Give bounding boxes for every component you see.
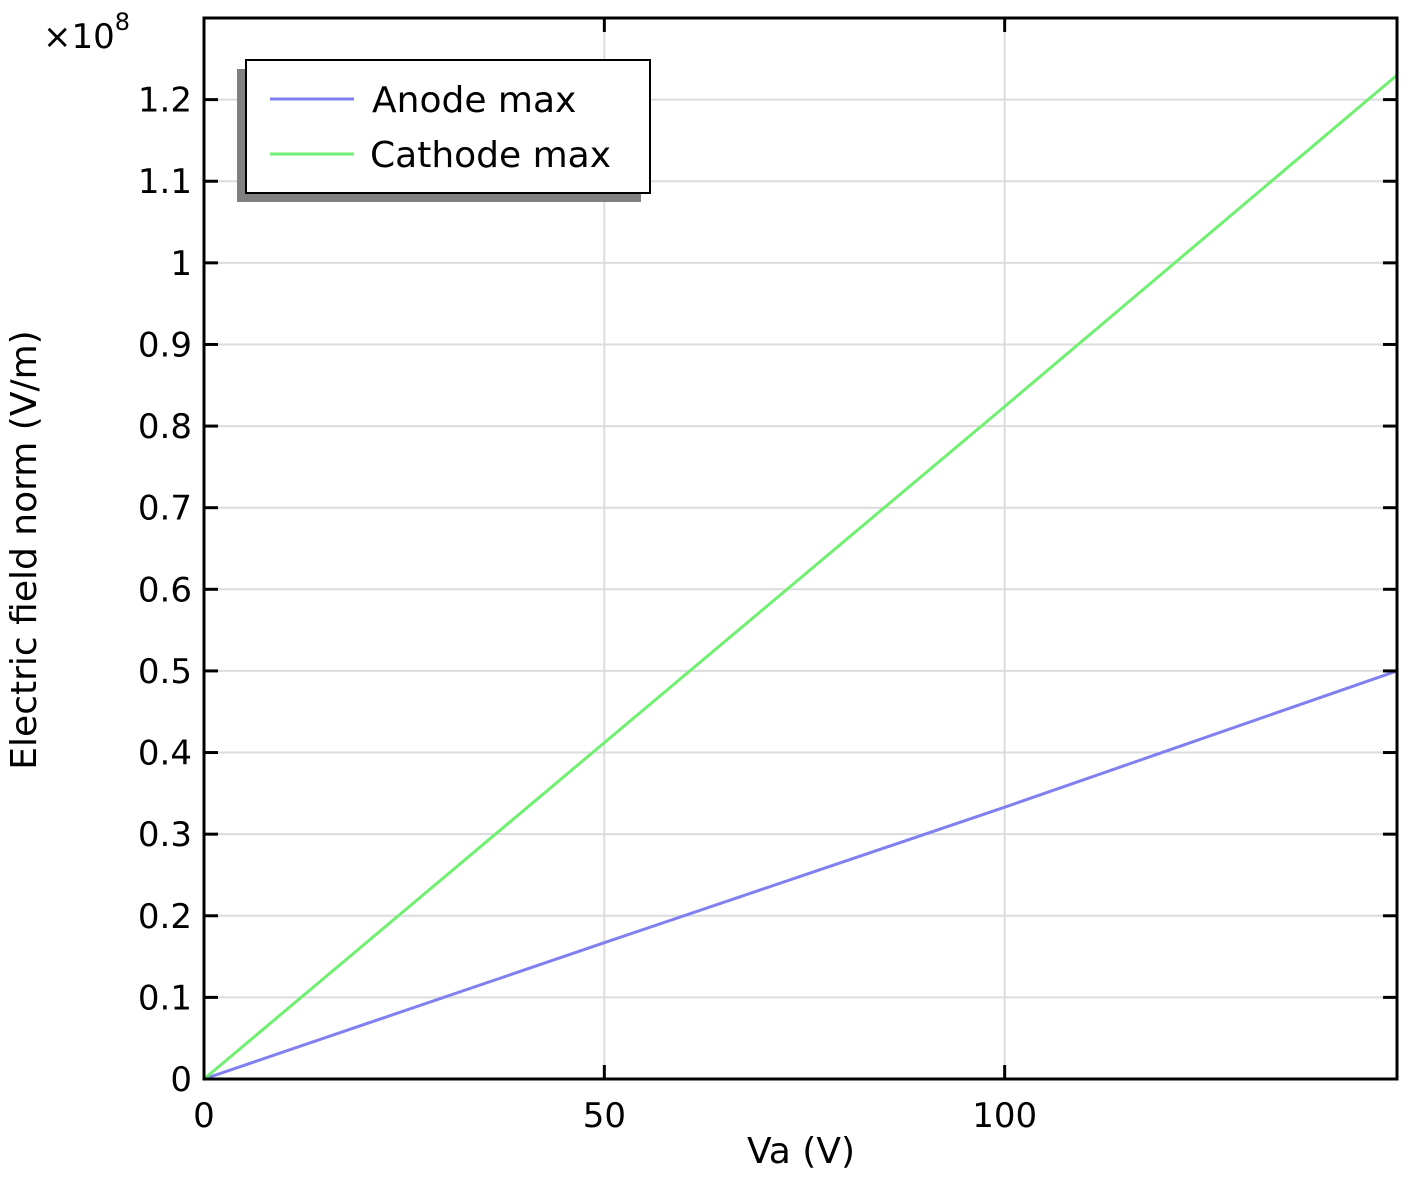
series-line-anode-max (203, 669, 1398, 1081)
legend-label-anode-max: Anode max (372, 80, 576, 121)
x-tick-label: 100 (972, 1096, 1037, 1136)
y-tick-label: 1 (170, 244, 192, 284)
y-tick-label: 0.5 (138, 652, 192, 692)
tick-labels: 0 50 100 0 0.1 0.2 0.3 0.4 0.5 0.6 0.7 0.8 0.9 1 1.1 1.… (138, 81, 1037, 1136)
legend-box (245, 59, 651, 194)
y-tick-label: 0.6 (138, 570, 192, 610)
y-tick-label: 0.1 (138, 978, 192, 1018)
y-axis-label: Electric field norm (V/m) (4, 330, 45, 769)
series-layer (203, 73, 1398, 1081)
x-tick-label: 50 (583, 1096, 626, 1136)
x-tick-label: 0 (193, 1096, 215, 1136)
y-tick-label: 0.2 (138, 897, 192, 937)
y-tick-label: 1.1 (138, 162, 192, 202)
y-tick-label: 0.8 (138, 407, 192, 447)
y-multiplier: ×108 (43, 8, 130, 57)
series-line-cathode-max (203, 73, 1398, 1081)
legend-label-cathode-max: Cathode max (370, 135, 611, 176)
x-axis-label: Va (V) (747, 1131, 855, 1172)
y-tick-label: 0.3 (138, 815, 192, 855)
y-multiplier-base: ×10 (43, 17, 115, 57)
y-tick-label: 0.9 (138, 325, 192, 365)
y-multiplier-exponent: 8 (115, 8, 130, 36)
plot-frame (202, 16, 1399, 1081)
y-tick-label: 0.4 (138, 734, 192, 774)
y-tick-label: 0 (170, 1060, 192, 1100)
legend: Anode max Cathode max (237, 59, 651, 202)
y-tick-label: 0.7 (138, 489, 192, 529)
y-tick-label: 1.2 (138, 81, 192, 121)
tick-marks (202, 18, 1397, 1081)
grid-lines (204, 18, 1397, 1079)
